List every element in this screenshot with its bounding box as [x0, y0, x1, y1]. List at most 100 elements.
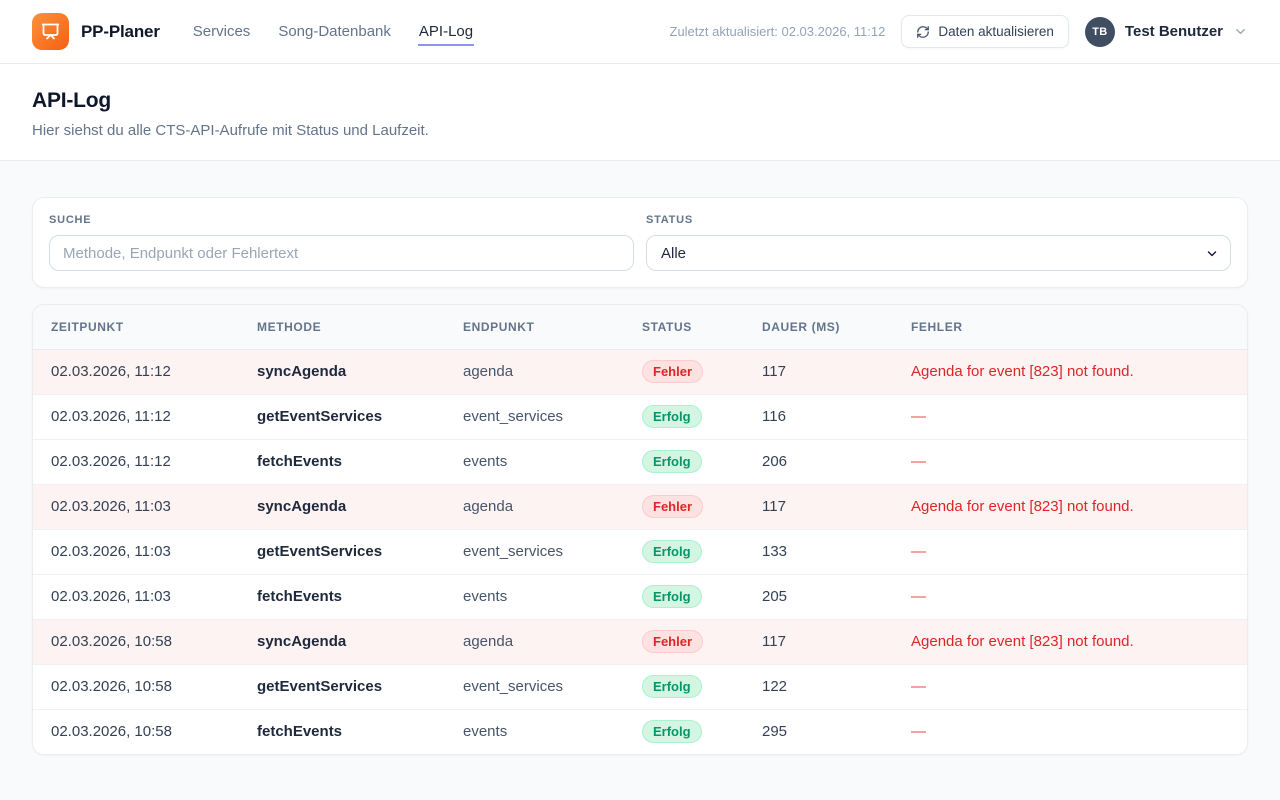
cell-fehler: —	[895, 574, 1247, 620]
status-select[interactable]: Alle	[646, 235, 1231, 271]
status-badge: Erfolg	[642, 450, 702, 473]
cell-zeitpunkt: 02.03.2026, 11:12	[33, 349, 241, 395]
cell-endpunkt: agenda	[447, 349, 626, 395]
search-input[interactable]	[49, 235, 634, 271]
refresh-icon	[916, 25, 930, 39]
filter-card: Suche Status Alle	[32, 197, 1248, 288]
presentation-icon	[40, 21, 61, 42]
api-log-table-card: Zeitpunkt Methode Endpunkt Status Dauer …	[32, 304, 1248, 755]
cell-status: Erfolg	[626, 439, 746, 485]
search-label: Suche	[49, 214, 92, 226]
cell-methode: syncAgenda	[241, 349, 447, 395]
brand[interactable]: PP-Planer	[32, 13, 160, 50]
refresh-button-label: Daten aktualisieren	[938, 24, 1054, 39]
cell-dauer: 117	[746, 619, 895, 665]
cell-endpunkt: event_services	[447, 664, 626, 710]
brand-name: PP-Planer	[81, 21, 160, 41]
cell-methode: fetchEvents	[241, 439, 447, 485]
user-menu[interactable]: TB Test Benutzer	[1084, 16, 1248, 47]
col-status: Status	[626, 305, 746, 350]
app-header: PP-Planer Services Song-Datenbank API-Lo…	[0, 0, 1280, 64]
cell-status: Erfolg	[626, 394, 746, 440]
cell-zeitpunkt: 02.03.2026, 11:03	[33, 484, 241, 530]
cell-dauer: 206	[746, 439, 895, 485]
status-select-wrap: Alle	[646, 235, 1231, 271]
col-fehler: Fehler	[895, 305, 1247, 350]
table-row: 02.03.2026, 10:58 getEventServices event…	[33, 664, 1247, 710]
cell-endpunkt: agenda	[447, 619, 626, 665]
cell-fehler: Agenda for event [823] not found.	[895, 484, 1247, 530]
content-area: Suche Status Alle	[0, 161, 1280, 791]
cell-zeitpunkt: 02.03.2026, 11:03	[33, 574, 241, 620]
search-field-group: Suche	[49, 214, 634, 271]
cell-fehler: Agenda for event [823] not found.	[895, 349, 1247, 395]
cell-status: Erfolg	[626, 574, 746, 620]
cell-status: Erfolg	[626, 664, 746, 710]
table-row: 02.03.2026, 11:12 syncAgenda agenda Fehl…	[33, 349, 1247, 395]
cell-zeitpunkt: 02.03.2026, 10:58	[33, 664, 241, 710]
table-row: 02.03.2026, 11:03 syncAgenda agenda Fehl…	[33, 484, 1247, 530]
cell-dauer: 122	[746, 664, 895, 710]
status-badge: Erfolg	[642, 585, 702, 608]
status-badge: Fehler	[642, 630, 704, 653]
cell-methode: syncAgenda	[241, 484, 447, 530]
table-body: 02.03.2026, 11:12 syncAgenda agenda Fehl…	[33, 349, 1247, 754]
cell-methode: fetchEvents	[241, 574, 447, 620]
cell-methode: fetchEvents	[241, 709, 447, 754]
cell-dauer: 133	[746, 529, 895, 575]
cell-fehler: —	[895, 394, 1247, 440]
status-badge: Erfolg	[642, 405, 702, 428]
status-badge: Erfolg	[642, 540, 702, 563]
cell-fehler: —	[895, 664, 1247, 710]
cell-methode: getEventServices	[241, 664, 447, 710]
cell-fehler: —	[895, 439, 1247, 485]
last-updated-text: Zuletzt aktualisiert: 02.03.2026, 11:12	[669, 24, 886, 39]
cell-dauer: 117	[746, 349, 895, 395]
cell-endpunkt: events	[447, 709, 626, 754]
table-row: 02.03.2026, 11:03 fetchEvents events Erf…	[33, 574, 1247, 620]
status-badge: Fehler	[642, 495, 704, 518]
cell-dauer: 117	[746, 484, 895, 530]
cell-endpunkt: events	[447, 439, 626, 485]
nav-item-song-datenbank[interactable]: Song-Datenbank	[278, 23, 391, 40]
cell-fehler: —	[895, 709, 1247, 754]
table-row: 02.03.2026, 10:58 fetchEvents events Erf…	[33, 709, 1247, 754]
cell-status: Fehler	[626, 484, 746, 530]
cell-zeitpunkt: 02.03.2026, 10:58	[33, 709, 241, 754]
status-badge: Fehler	[642, 360, 704, 383]
cell-dauer: 295	[746, 709, 895, 754]
cell-fehler: —	[895, 529, 1247, 575]
status-label: Status	[646, 214, 693, 226]
avatar: TB	[1084, 16, 1115, 47]
col-methode: Methode	[241, 305, 447, 350]
app-logo	[32, 13, 69, 50]
page-head: API-Log Hier siehst du alle CTS-API-Aufr…	[0, 64, 1280, 161]
col-zeitpunkt: Zeitpunkt	[33, 305, 241, 350]
cell-dauer: 116	[746, 394, 895, 440]
page-subtitle: Hier siehst du alle CTS-API-Aufrufe mit …	[32, 122, 429, 139]
main-nav: Services Song-Datenbank API-Log	[192, 17, 475, 46]
nav-item-services[interactable]: Services	[192, 23, 251, 40]
cell-methode: getEventServices	[241, 394, 447, 440]
cell-endpunkt: agenda	[447, 484, 626, 530]
cell-dauer: 205	[746, 574, 895, 620]
cell-endpunkt: event_services	[447, 394, 626, 440]
status-badge: Erfolg	[642, 675, 702, 698]
cell-endpunkt: event_services	[447, 529, 626, 575]
refresh-data-button[interactable]: Daten aktualisieren	[901, 15, 1069, 48]
status-badge: Erfolg	[642, 720, 702, 744]
cell-status: Fehler	[626, 349, 746, 395]
page-title: API-Log	[32, 89, 112, 112]
cell-status: Erfolg	[626, 529, 746, 575]
user-name: Test Benutzer	[1124, 23, 1223, 40]
table-row: 02.03.2026, 11:12 getEventServices event…	[33, 394, 1247, 440]
col-endpunkt: Endpunkt	[447, 305, 626, 350]
cell-status: Fehler	[626, 619, 746, 665]
cell-fehler: Agenda for event [823] not found.	[895, 619, 1247, 665]
cell-zeitpunkt: 02.03.2026, 11:03	[33, 529, 241, 575]
nav-item-api-log[interactable]: API-Log	[417, 17, 475, 46]
table-row: 02.03.2026, 11:12 fetchEvents events Erf…	[33, 439, 1247, 485]
cell-zeitpunkt: 02.03.2026, 10:58	[33, 619, 241, 665]
table-row: 02.03.2026, 10:58 syncAgenda agenda Fehl…	[33, 619, 1247, 665]
cell-status: Erfolg	[626, 709, 746, 754]
